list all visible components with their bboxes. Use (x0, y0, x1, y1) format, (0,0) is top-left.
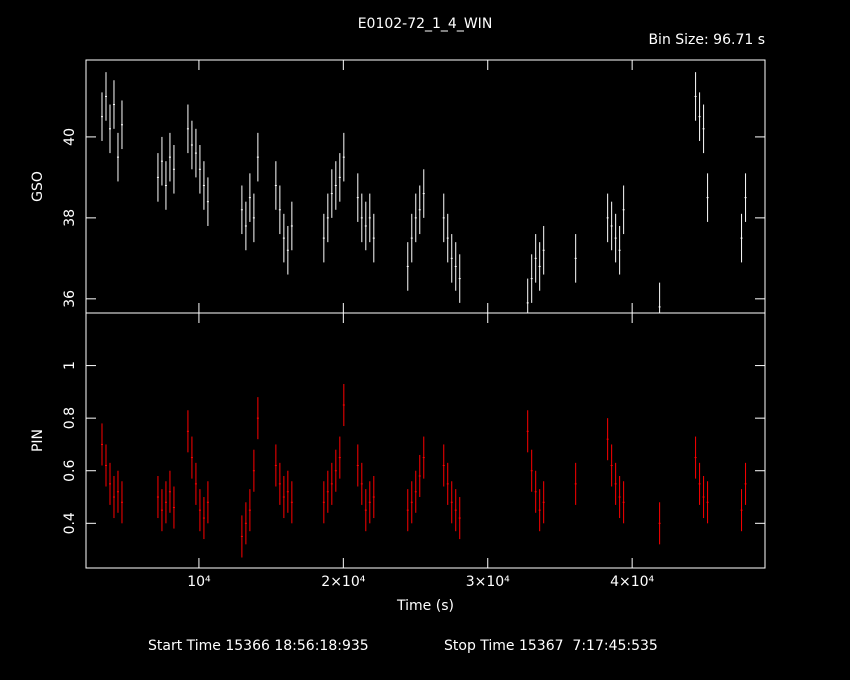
plot-frame (85, 312, 766, 569)
x-tick-label: 4×10⁴ (610, 574, 654, 590)
x-tick-label: 2×10⁴ (321, 574, 365, 590)
x-tick-label: 3×10⁴ (466, 574, 510, 590)
stop-time: Stop Time 15367 7:17:45:535 (444, 638, 658, 654)
x-axis-label: Time (s) (396, 598, 454, 614)
y-axis-label: PIN (30, 429, 46, 452)
y-tick-label: 0.8 (62, 407, 78, 429)
y-tick-label: 0.4 (62, 512, 78, 534)
y-tick-label: 36 (62, 290, 78, 308)
plot-frame (85, 59, 766, 314)
x-tick-label: 10⁴ (187, 574, 211, 590)
start-time: Start Time 15366 18:56:18:935 (148, 638, 369, 654)
bin-size: Bin Size: 96.71 s (648, 32, 765, 48)
y-tick-label: 40 (62, 128, 78, 146)
chart-title: E0102-72_1_4_WIN (358, 16, 493, 32)
y-tick-label: 0.6 (62, 460, 78, 482)
y-tick-label: 38 (62, 209, 78, 227)
y-tick-label: 1 (62, 361, 78, 370)
y-axis-label: GSO (30, 171, 46, 202)
